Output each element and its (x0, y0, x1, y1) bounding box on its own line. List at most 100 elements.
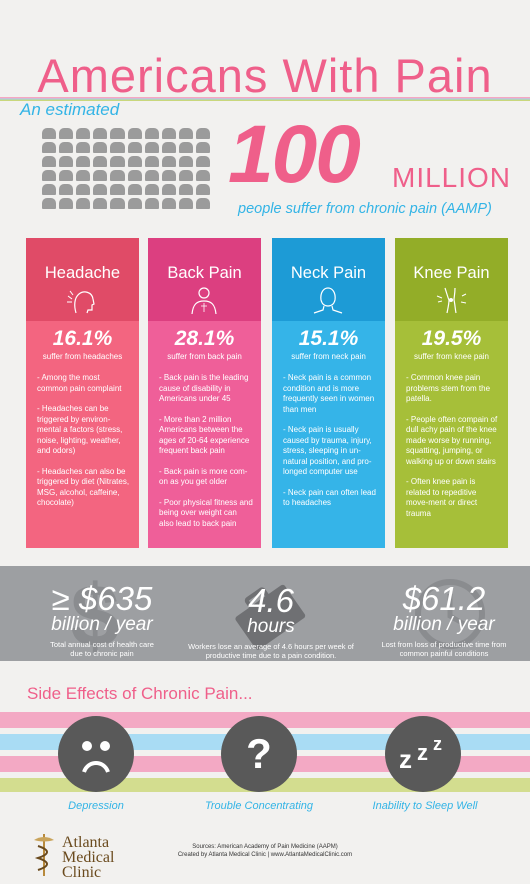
card-title: Back Pain (167, 264, 242, 282)
person-icon (42, 142, 57, 153)
card-knee-pain: Knee Pain 19.5% suffer from knee pain - … (395, 238, 508, 548)
person-icon (161, 198, 176, 209)
clinic-logo (28, 832, 143, 878)
card-body: - Common knee pain problems stem from th… (395, 361, 508, 519)
person-icon (42, 156, 57, 167)
person-icon (178, 128, 193, 139)
person-icon (110, 156, 125, 167)
person-icon (59, 184, 74, 195)
person-icon (144, 198, 159, 209)
people-icon-grid (42, 128, 210, 218)
card-header: Neck Pain (272, 238, 385, 321)
person-icon (178, 170, 193, 181)
person-icon (59, 198, 74, 209)
person-icon (42, 170, 57, 181)
card-percent: 16.1% (52, 327, 113, 350)
person-icon (93, 156, 108, 167)
logo-line: Atlanta (62, 834, 110, 851)
logo-text: Atlanta Medical Clinic (62, 834, 115, 881)
person-icon (110, 170, 125, 181)
card-body: - Back pain is the leading cause of disa… (148, 361, 261, 529)
sad-face-icon (58, 716, 134, 792)
card-point: - Among the most common pain complaint (37, 373, 122, 393)
stat-description: Lost from loss of productive time from c… (381, 640, 507, 658)
person-icon (195, 156, 210, 167)
person-icon (195, 142, 210, 153)
person-icon (127, 198, 142, 209)
million-label: MILLION (392, 162, 512, 193)
stat-description: Total annual cost of health care due to … (50, 640, 154, 658)
person-icon (93, 198, 108, 209)
card-subtitle: suffer from headaches (42, 352, 123, 361)
footer-sources: Sources: American Academy of Pain Medici… (155, 843, 375, 859)
person-icon (178, 184, 193, 195)
person-icon (42, 128, 57, 139)
card-header: Back Pain (148, 238, 261, 321)
caption-concentrating: Trouble Concentrating (204, 800, 314, 812)
svg-text:z: z (399, 744, 412, 774)
person-icon (76, 198, 91, 209)
stat-cost: ≥ $635 billion / year Total annual cost … (32, 580, 172, 658)
person-icon (76, 170, 91, 181)
person-icon (110, 128, 125, 139)
svg-text:z: z (417, 740, 428, 765)
page-title: Americans With Pain (37, 49, 493, 102)
stat-description: Workers lose an average of 4.6 hours per… (188, 642, 354, 660)
card-title: Neck Pain (290, 264, 367, 282)
person-icon (127, 184, 142, 195)
card-point: - Common knee pain problems stem from th… (406, 373, 491, 403)
person-icon (161, 156, 176, 167)
stat-productivity: $61.2 billion / year Lost from loss of p… (376, 580, 512, 658)
question-mark-icon: ? (221, 716, 297, 792)
card-percent: 28.1% (174, 327, 235, 350)
person-icon (178, 156, 193, 167)
card-point: - Poor physical fitness and being over w… (159, 497, 253, 528)
svg-text:?: ? (246, 730, 272, 777)
person-icon (93, 170, 108, 181)
person-icon (195, 184, 210, 195)
card-neck-pain: Neck Pain 15.1% suffer from neck pain - … (272, 238, 385, 548)
card-body: - Among the most common pain complaint -… (26, 361, 139, 509)
stat-unit: hours (247, 616, 295, 637)
person-icon (42, 198, 57, 209)
person-icon (178, 142, 193, 153)
person-icon (161, 170, 176, 181)
logo-line: Medical (62, 849, 115, 866)
card-headache: Headache 16.1% suffer from headaches - A… (26, 238, 139, 548)
person-icon (127, 128, 142, 139)
caduceus-icon (34, 834, 54, 876)
person-icon (144, 184, 159, 195)
card-point: - Neck pain can often lead to headaches (283, 487, 376, 508)
stat-hours: 4.6 hours Workers lose an average of 4.6… (186, 582, 356, 660)
person-icon (59, 128, 74, 139)
card-point: - Headaches can also be triggered by die… (37, 466, 130, 508)
person-icon (76, 156, 91, 167)
card-header: Knee Pain (395, 238, 508, 321)
card-percent: 15.1% (298, 327, 359, 350)
person-icon (127, 156, 142, 167)
person-icon (76, 142, 91, 153)
stat-unit: billion / year (51, 614, 153, 635)
person-icon (93, 128, 108, 139)
big-number: 100 (228, 109, 361, 200)
card-point: - More than 2 million Americans between … (159, 414, 250, 456)
neck-pain-icon (313, 287, 343, 314)
person-icon (76, 184, 91, 195)
person-icon (59, 170, 74, 181)
person-icon (110, 142, 125, 153)
card-title: Knee Pain (413, 264, 490, 282)
title-divider (0, 97, 530, 101)
stat-value: $61.2 (402, 580, 486, 617)
person-icon (195, 128, 210, 139)
person-icon (127, 170, 142, 181)
person-icon (93, 142, 108, 153)
briefcase-icon (235, 584, 306, 650)
suffer-caption: people suffer from chronic pain (AAMP) (238, 201, 492, 217)
card-header: Headache (26, 238, 139, 321)
caption-sleep: Inability to Sleep Well (372, 800, 478, 812)
person-icon (178, 198, 193, 209)
caption-depression: Depression (68, 800, 124, 812)
back-pain-icon (191, 287, 217, 314)
knee-pain-icon (436, 287, 467, 314)
dollar-sign-icon: $ (71, 574, 120, 654)
